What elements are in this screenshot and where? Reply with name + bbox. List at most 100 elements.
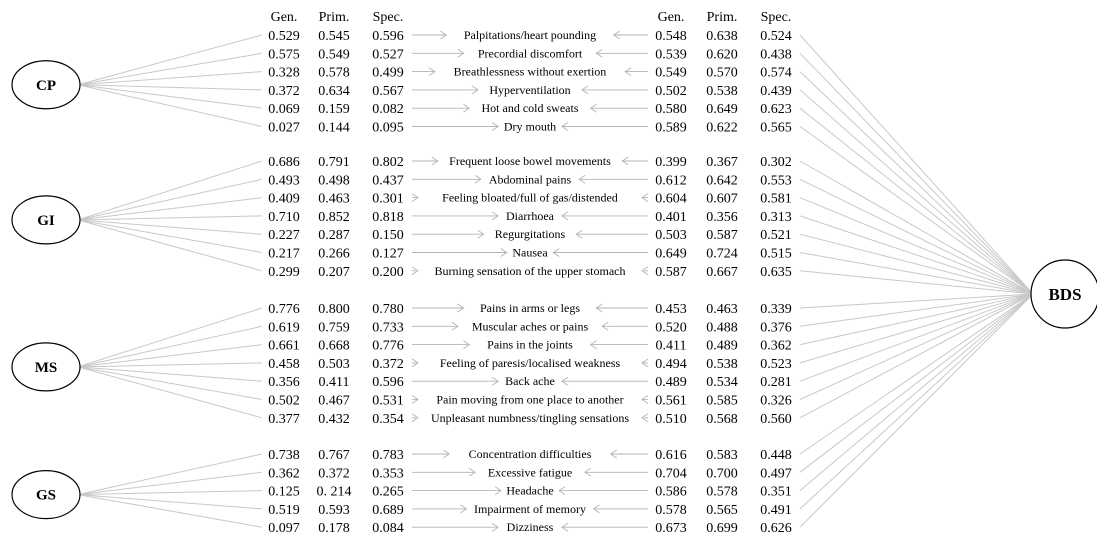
left-loading-value: 0.377	[268, 412, 300, 427]
left-loading-value: 0.498	[318, 173, 350, 188]
right-loading-value: 0.587	[706, 228, 738, 243]
right-loading-value: 0.401	[655, 210, 687, 225]
symptom-row: 0.738 0.767 0.783 Concentration difficultie…	[268, 447, 792, 463]
right-loading-value: 0.411	[656, 339, 687, 354]
arrow-left-icon	[589, 340, 597, 349]
symptom-row: 0.661 0.668 0.776 Pains in the joints 0.411 0…	[268, 338, 792, 354]
symptom-row: 0.529 0.545 0.596 Palpitations/heart poundi…	[268, 28, 792, 44]
bds-path-line	[799, 293, 1034, 510]
symptom-label: Pains in the joints	[487, 338, 573, 352]
right-loading-value: 0.570	[706, 66, 738, 81]
right-header-prim: Prim.	[707, 10, 738, 25]
symptom-label: Diarrhoea	[506, 209, 555, 223]
left-loading-value: 0.575	[268, 47, 300, 62]
factor-path-line	[77, 52, 263, 86]
left-loading-value: 0.791	[318, 155, 350, 170]
arrow-left-icon	[624, 67, 632, 76]
symptom-row: 0.619 0.759 0.733 Muscular aches or pains 0.…	[268, 319, 792, 335]
right-loading-value: 0.510	[655, 412, 687, 427]
symptom-label: Hot and cold sweats	[482, 101, 579, 115]
arrow-left-icon	[592, 504, 600, 514]
left-loading-value: 0.493	[268, 173, 300, 188]
symptom-label: Precordial discomfort	[478, 46, 583, 60]
symptom-row: 0.328 0.578 0.499 Breathlessness without ex…	[268, 65, 792, 81]
left-loading-value: 0.411	[319, 375, 350, 390]
left-loading-value: 0.301	[372, 192, 404, 207]
right-loading-value: 0.724	[706, 247, 738, 262]
factor-path-line	[77, 34, 263, 86]
arrow-left-icon	[589, 103, 597, 113]
symptom-row: 0.686 0.791 0.802 Frequent loose bowel move…	[268, 154, 792, 170]
arrow-left-icon	[561, 211, 569, 221]
arrow-right-icon	[411, 413, 419, 423]
left-loading-value: 0.328	[268, 66, 300, 81]
right-loading-value: 0.607	[706, 192, 738, 207]
symptom-row: 0.710 0.852 0.818 Diarrhoea 0.401 0.356 0.313	[268, 209, 792, 225]
factor-ellipse	[11, 195, 81, 245]
right-loading-value: 0.376	[760, 320, 792, 335]
bds-path-line	[799, 293, 1034, 528]
left-loading-value: 0.738	[268, 448, 300, 463]
arrow-left-icon	[561, 122, 569, 131]
symptom-row: 0.776 0.800 0.780 Pains in arms or legs 0.45…	[268, 301, 792, 317]
left-loading-value: 0.127	[372, 247, 404, 262]
arrow-right-icon	[440, 30, 448, 40]
right-loading-value: 0.604	[655, 192, 687, 207]
right-loading-value: 0.339	[760, 302, 792, 317]
symptom-label: Hyperventilation	[489, 83, 570, 97]
left-loading-value: 0.549	[318, 47, 350, 62]
right-loading-value: 0.568	[706, 412, 738, 427]
factor-node-ms: MS	[11, 342, 81, 392]
symptom-row: 0.519 0.593 0.689 Impairment of memory 0.578…	[268, 502, 792, 518]
bds-node: BDS	[1030, 259, 1097, 329]
right-loading-value: 0.524	[760, 29, 792, 44]
right-loading-value: 0.362	[760, 339, 792, 354]
left-loading-value: 0.409	[268, 192, 300, 207]
left-loading-value: 0.634	[318, 84, 350, 99]
left-loading-value: 0.084	[372, 521, 404, 536]
bds-path-line	[799, 215, 1034, 295]
arrow-right-icon	[463, 340, 471, 349]
left-loading-value: 0.767	[318, 448, 350, 463]
right-loading-value: 0.622	[706, 121, 738, 136]
factor-node-gi: GI	[11, 195, 81, 245]
left-loading-value: 0.852	[318, 210, 350, 225]
left-loading-value: 0.519	[268, 503, 300, 518]
symptom-label: Dry mouth	[504, 120, 556, 134]
left-loading-value: 0.150	[372, 228, 404, 243]
bds-label: BDS	[1048, 285, 1081, 304]
factor-path-line	[77, 453, 263, 496]
left-loading-value: 0.125	[268, 485, 300, 500]
symptom-label: Abdominal pains	[489, 172, 572, 186]
right-loading-value: 0.704	[655, 466, 687, 481]
left-header-gen: Gen.	[271, 10, 298, 25]
arrow-left-icon	[641, 266, 649, 276]
left-loading-value: 0.619	[268, 320, 300, 335]
bds-path-line	[799, 293, 1034, 327]
left-loading-value: 0.353	[372, 466, 404, 481]
left-loading-value: 0.432	[318, 412, 350, 427]
left-loading-value: 0.027	[268, 121, 300, 136]
right-loading-value: 0.561	[655, 394, 687, 409]
right-loading-value: 0.587	[655, 265, 687, 280]
left-loading-value: 0.686	[268, 155, 300, 170]
left-loading-value: 0.531	[372, 394, 404, 409]
path-lines	[77, 34, 1034, 528]
symptom-row: 0.575 0.549 0.527 Precordial discomfort 0.53…	[268, 46, 792, 62]
right-loading-value: 0.356	[706, 210, 738, 225]
symptom-label: Palpitations/heart pounding	[464, 28, 596, 42]
right-loading-value: 0.548	[655, 29, 687, 44]
symptom-label: Concentration difficulties	[469, 447, 592, 461]
arrow-right-icon	[431, 156, 439, 166]
arrow-right-icon	[474, 174, 482, 184]
right-loading-value: 0.623	[760, 102, 792, 117]
right-loading-value: 0.585	[706, 394, 738, 409]
right-loading-value: 0.281	[760, 375, 792, 390]
factor-path-line	[77, 490, 263, 496]
arrow-right-icon	[443, 449, 451, 459]
right-loading-value: 0.491	[760, 503, 792, 518]
right-loading-value: 0.523	[760, 357, 792, 372]
bds-path-line	[799, 89, 1034, 295]
left-loading-value: 0.437	[372, 173, 404, 188]
